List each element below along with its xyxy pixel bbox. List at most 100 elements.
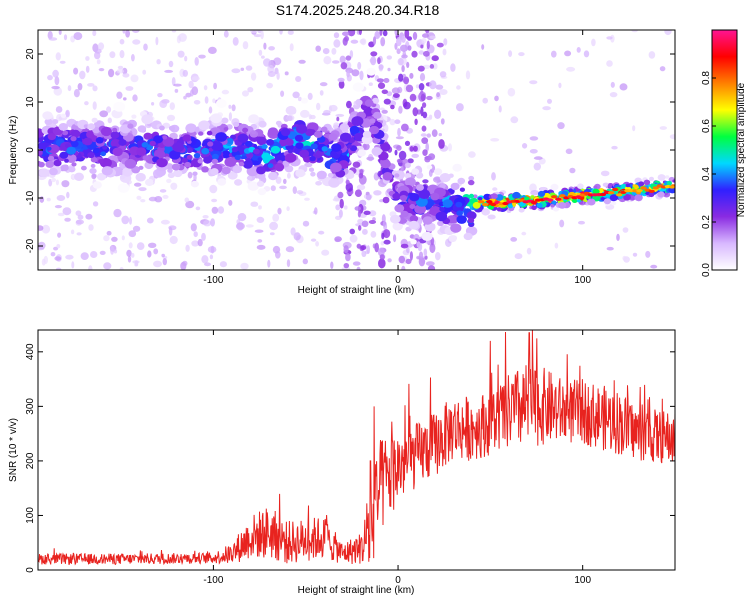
spectrogram-noise-blob — [426, 133, 431, 138]
spectrogram-streak-blob — [427, 265, 436, 270]
spectrogram-signal-blob — [404, 173, 412, 179]
spectrogram-noise-blob — [268, 46, 275, 51]
spectrogram-noise-blob — [96, 59, 101, 65]
spectrogram-signal-blob — [60, 113, 67, 119]
spectrogram-signal-blob — [186, 154, 193, 160]
spectrogram-signal-blob — [45, 160, 54, 168]
spectrogram-signal-blob — [366, 67, 376, 76]
spectrogram-noise-blob — [632, 252, 638, 257]
spectrogram-noise-blob — [566, 66, 576, 72]
spectrogram-signal-blob — [118, 139, 127, 146]
spectrogram-noise-blob — [132, 39, 141, 45]
spectrogram-noise-blob — [71, 261, 75, 269]
spectrogram-signal-blob — [392, 193, 401, 200]
spectrogram-signal-blob — [253, 148, 260, 155]
spectrogram-signal-blob — [310, 143, 318, 150]
spectrogram-signal-blob — [185, 123, 197, 133]
spectrogram-streak-blob — [382, 30, 388, 37]
spectrogram-noise-blob — [418, 50, 425, 55]
spectrogram-streak-blob — [352, 261, 361, 266]
spectrogram-noise-blob — [583, 50, 590, 58]
colorbar-tick-label: 0.4 — [701, 167, 712, 181]
spectrogram-streak-blob — [418, 251, 424, 259]
spectrogram-streak-blob — [343, 263, 350, 269]
spectrogram-xtick-label: 100 — [574, 275, 591, 286]
spectrogram-signal-blob — [221, 150, 231, 159]
spectrogram-noise-blob — [190, 223, 197, 232]
spectrogram-noise-blob — [113, 249, 118, 254]
spectrogram-signal-blob — [369, 125, 380, 135]
spectrogram-noise-blob — [622, 227, 629, 233]
spectrogram-noise-blob — [207, 246, 217, 253]
colorbar-label: Normalized spectral amplitude — [736, 82, 747, 217]
spectrogram-noise-blob — [185, 92, 192, 98]
spectrogram-noise-blob — [257, 239, 263, 243]
spectrogram-signal-blob — [328, 133, 338, 141]
spectrogram-signal-blob — [216, 99, 227, 108]
spectrogram-ridge-mark — [486, 200, 493, 204]
spectrogram-signal-blob — [141, 114, 154, 125]
spectrogram-noise-blob — [55, 106, 63, 113]
spectrogram-noise-blob — [103, 262, 112, 270]
spectrogram-signal-blob — [280, 128, 291, 137]
spectrogram-noise-blob — [526, 247, 532, 255]
spectrogram-noise-blob — [92, 101, 97, 110]
spectrogram-ridge-mark — [482, 202, 489, 207]
spectrogram-noise-blob — [269, 221, 278, 231]
spectrogram-noise-blob — [286, 259, 291, 268]
spectrogram-streak-blob — [360, 245, 367, 251]
spectrogram-noise-blob — [267, 64, 275, 73]
spectrogram-signal-blob — [363, 107, 374, 117]
spectrogram-signal-blob — [198, 120, 211, 131]
spectrogram-signal-blob — [339, 123, 349, 132]
spectrogram-noise-blob — [132, 225, 141, 232]
spectrogram-signal-blob — [171, 163, 181, 171]
spectrogram-noise-blob — [284, 71, 289, 76]
spectrogram-noise-blob — [333, 32, 340, 39]
spectrogram-noise-blob — [99, 250, 106, 255]
spectrogram-signal-blob — [327, 172, 334, 178]
spectrogram-signal-blob — [467, 179, 475, 186]
spectrogram-noise-blob — [421, 38, 427, 44]
spectrogram-noise-blob — [438, 133, 442, 137]
spectrogram-noise-blob — [210, 218, 216, 227]
spectrogram-noise-blob — [357, 218, 364, 224]
spectrogram-noise-blob — [263, 42, 267, 50]
spectrogram-signal-blob — [71, 162, 77, 167]
spectrogram-signal-blob — [439, 207, 445, 212]
spectrogram-streak-blob — [404, 30, 410, 39]
spectrogram-noise-blob — [319, 90, 324, 96]
spectrogram-noise-blob — [610, 81, 615, 88]
spectrogram-streak-blob — [337, 77, 345, 83]
spectrogram-noise-blob — [396, 48, 401, 55]
spectrogram-noise-blob — [240, 262, 249, 270]
spectrogram-noise-blob — [109, 51, 116, 59]
spectrogram-signal-blob — [394, 173, 400, 178]
spectrogram-noise-blob — [422, 64, 431, 69]
spectrogram-noise-blob — [397, 58, 404, 66]
spectrogram-noise-blob — [269, 232, 275, 236]
spectrogram-noise-blob — [128, 230, 137, 238]
spectrogram-noise-blob — [213, 82, 218, 90]
spectrogram-noise-blob — [260, 30, 264, 40]
snr-xtick-label: -100 — [203, 575, 223, 586]
spectrogram-signal-blob — [408, 220, 420, 230]
spectrogram-signal-blob — [256, 166, 266, 175]
spectrogram-noise-blob — [266, 82, 273, 89]
spectrogram-ridge-mark — [648, 189, 655, 193]
spectrogram-noise-blob — [323, 56, 332, 65]
spectrogram-signal-blob — [491, 193, 498, 199]
spectrogram-noise-blob — [298, 59, 306, 64]
spectrogram-streak-blob — [422, 102, 427, 108]
spectrogram-streak-blob — [411, 153, 420, 158]
spectrogram-signal-blob — [364, 99, 374, 107]
spectrogram-noise-blob — [63, 34, 68, 41]
spectrogram-signal-blob — [457, 177, 466, 185]
spectrogram-noise-blob — [143, 43, 148, 51]
spectrogram-signal-blob — [232, 165, 242, 174]
spectrogram-noise-blob — [296, 190, 304, 195]
spectrogram-signal-blob — [127, 123, 134, 129]
spectrogram-noise-blob — [113, 208, 122, 218]
snr-axes: -100 0 100 0 100 200 300 400 — [25, 330, 675, 586]
